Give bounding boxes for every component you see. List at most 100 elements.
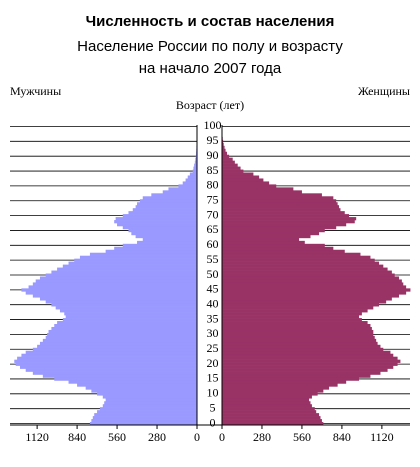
bar [122,214,197,218]
bar [222,413,320,417]
bar [222,214,350,218]
bar [222,249,345,254]
y-tick-label: 55 [207,252,219,266]
bar [222,344,381,349]
x-tick-label: 0 [219,430,225,444]
bar [32,294,198,298]
bar [222,223,347,227]
chart-subtitle: Население России по полу и возрасту [77,38,343,55]
bar [17,356,197,360]
bar [94,413,197,417]
bar [222,187,294,191]
bar [222,169,244,173]
bar [64,312,197,316]
bar [222,240,305,245]
bar [192,169,197,173]
y-tick-label: 25 [207,341,219,355]
bar [128,228,197,233]
bar [222,199,337,203]
bar [68,261,197,265]
bar [222,383,338,387]
bar [222,332,374,337]
legend-label: Мужчины [10,84,61,98]
bar [222,157,233,161]
bar [222,190,302,194]
bar [222,291,407,295]
bar [222,294,400,298]
bar [222,306,374,310]
y-tick-label: 80 [207,178,219,192]
bar [32,282,198,286]
bar [39,297,198,301]
bar [222,356,398,360]
x-tick-label: 280 [253,430,271,444]
bar [55,306,198,310]
bar [222,380,347,384]
bar [222,220,355,224]
bar [222,303,380,307]
bar [222,139,224,144]
bar [102,404,197,408]
y-tick-label: 35 [207,311,219,325]
bar [21,288,198,292]
bar [14,359,198,363]
y-tick-label: 15 [207,371,219,385]
bar [137,240,197,245]
label-column [197,125,222,425]
bar [222,205,340,209]
bar [222,300,387,304]
bar [222,225,337,230]
bar [222,178,264,182]
bar [222,315,360,319]
bar [222,163,238,167]
y-tick-label: 95 [207,133,219,147]
bar [15,362,197,366]
bar [91,419,197,423]
bar [32,347,198,352]
chart-title: Численность и состав населения [86,13,335,30]
bar [222,154,230,158]
bar [222,329,374,334]
bar [48,329,197,334]
bar [142,196,197,200]
bar [128,211,197,215]
bar [222,246,334,251]
bar [19,365,197,369]
bar [222,359,401,363]
bar [222,264,384,268]
bar [105,249,197,254]
bar [102,395,197,399]
bar [99,407,197,411]
bar [222,193,322,197]
bar [39,276,198,280]
bar [193,166,197,170]
bar [222,208,341,212]
bar [222,243,325,248]
bar [114,246,197,251]
bar [25,368,198,372]
bar [222,407,315,411]
bar [222,338,377,343]
bar [222,365,394,369]
bar [222,350,391,355]
bar [65,315,197,319]
bar [222,389,324,393]
y-tick-label: 45 [207,282,219,296]
bar [222,166,241,170]
bar [139,199,197,203]
bar [222,234,311,239]
bar [222,276,400,280]
bar [178,184,197,188]
bar [89,422,197,426]
bar [135,234,197,239]
bar [68,380,197,384]
bar [222,288,411,292]
bar [222,392,318,396]
bar [132,208,197,212]
bar [92,416,197,420]
bar [222,228,325,233]
bar [222,326,372,331]
bar [222,410,317,414]
x-tick-label: 840 [333,430,351,444]
bar [222,196,334,200]
